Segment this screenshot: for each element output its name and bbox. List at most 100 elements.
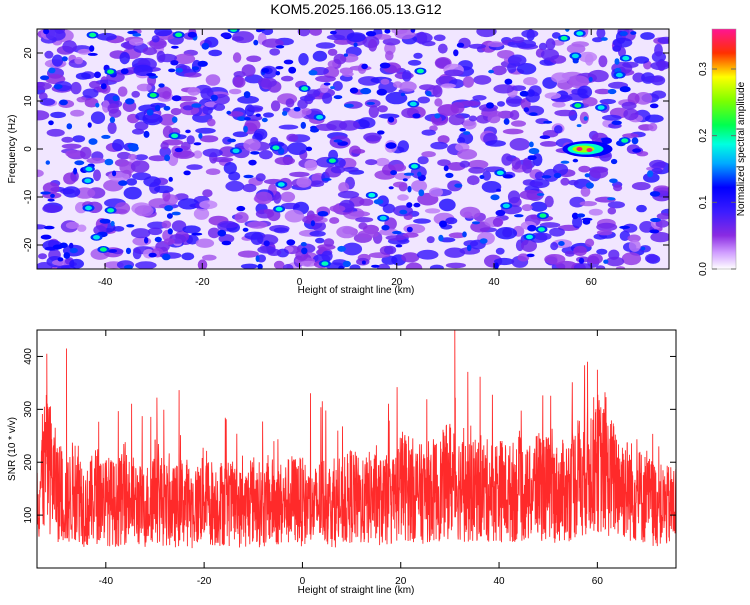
heatmap-blob (417, 171, 422, 177)
heatmap-blob (62, 186, 81, 198)
heatmap-blob (655, 60, 669, 68)
heatmap-blob (253, 39, 259, 46)
heatmap-blob (44, 50, 54, 59)
heatmap-blob (193, 207, 210, 220)
heatmap-blob (619, 31, 628, 37)
heatmap-blob (237, 250, 259, 258)
heatmap-blob (154, 104, 161, 112)
snr-series-line (37, 330, 676, 549)
heatmap-blob (550, 242, 559, 251)
heatmap-blob (571, 41, 589, 48)
heatmap-blob (151, 35, 160, 43)
heatmap-blob (109, 116, 116, 123)
heatmap-blob (57, 257, 64, 262)
heatmap-blob (579, 201, 597, 207)
heatmap-blob (47, 198, 55, 202)
heatmap-x-tick: -20 (195, 29, 210, 288)
heatmap-hotspot (90, 233, 103, 241)
heatmap-blob (161, 220, 172, 229)
heatmap-blob (93, 169, 101, 182)
heatmap-cells (37, 29, 669, 269)
svg-text:-20: -20 (23, 237, 34, 252)
colorbar-label: Normalized spectral amplitude (736, 81, 747, 216)
snr-frame (36, 329, 677, 569)
heatmap-blob (42, 182, 60, 194)
heatmap-blob (564, 250, 575, 257)
heatmap-blob (70, 109, 85, 117)
heatmap-blob (504, 78, 513, 85)
heatmap-blob (580, 186, 591, 197)
heatmap-blob (373, 199, 384, 205)
heatmap-hotspot (273, 205, 286, 213)
heatmap-blob (87, 122, 92, 128)
heatmap-blob (462, 119, 477, 130)
heatmap-blob (146, 109, 154, 116)
heatmap-blob (544, 195, 554, 208)
heatmap-blob (242, 227, 249, 232)
heatmap-y-tick: -10 (23, 189, 669, 204)
heatmap-blob (107, 122, 117, 134)
heatmap-blob (315, 42, 336, 49)
heatmap-blob (118, 180, 128, 186)
heatmap-blob (394, 29, 416, 40)
heatmap-blob (297, 29, 311, 37)
heatmap-blob (476, 29, 497, 38)
heatmap-blob (311, 220, 326, 232)
heatmap-blob (463, 131, 471, 135)
heatmap-blob (286, 239, 296, 246)
heatmap-blob (298, 53, 309, 66)
heatmap-blob (553, 172, 562, 179)
heatmap-blob (485, 140, 506, 147)
heatmap-blob (257, 263, 263, 269)
heatmap-blob (589, 167, 609, 179)
heatmap-blob (77, 224, 87, 232)
heatmap-blob (636, 204, 647, 213)
heatmap-blob (225, 180, 245, 192)
heatmap-blob (40, 191, 51, 195)
heatmap-hotspot (147, 91, 160, 99)
heatmap-blob (62, 40, 77, 53)
heatmap-blob (458, 100, 481, 107)
heatmap-blob (126, 178, 138, 186)
heatmap-blob (568, 75, 590, 89)
heatmap-blob (385, 50, 394, 61)
heatmap-blob (472, 221, 480, 225)
heatmap-blob (254, 191, 273, 205)
heatmap-blob (112, 95, 119, 102)
heatmap-blob (330, 166, 346, 174)
snr-x-tick: -40 (99, 330, 113, 587)
heatmap-hotspot (326, 157, 339, 165)
heatmap-blob (117, 86, 128, 97)
heatmap-blob (128, 38, 144, 46)
heatmap-blob (584, 173, 591, 178)
heatmap-blob (333, 139, 343, 143)
heatmap-blob (517, 253, 530, 262)
heatmap-blob (229, 88, 242, 95)
svg-text:20: 20 (23, 47, 34, 59)
heatmap-blob (309, 230, 326, 237)
heatmap-blob (412, 113, 421, 119)
heatmap-blob (628, 239, 641, 252)
heatmap-blob (503, 118, 510, 125)
heatmap-blob (202, 148, 223, 158)
heatmap-blob (243, 174, 254, 179)
heatmap-blob (95, 102, 100, 108)
svg-text:0: 0 (23, 146, 34, 152)
heatmap-blob (400, 92, 406, 97)
heatmap-x-tick: -40 (98, 29, 113, 288)
heatmap-blob (310, 220, 315, 227)
heatmap-blob (342, 260, 351, 268)
heatmap-blob (388, 186, 394, 190)
heatmap-blob (502, 174, 513, 179)
heatmap-blob (458, 131, 474, 145)
heatmap-blob (357, 229, 379, 239)
heatmap-blob (322, 92, 333, 104)
heatmap-blob (120, 68, 129, 75)
heatmap-blob (528, 112, 538, 116)
heatmap-blob (621, 252, 642, 266)
heatmap-blob (312, 50, 328, 62)
heatmap-blob (390, 170, 397, 176)
heatmap-blob (384, 245, 397, 255)
heatmap-hotspot (168, 132, 181, 140)
heatmap-blob (310, 127, 319, 133)
